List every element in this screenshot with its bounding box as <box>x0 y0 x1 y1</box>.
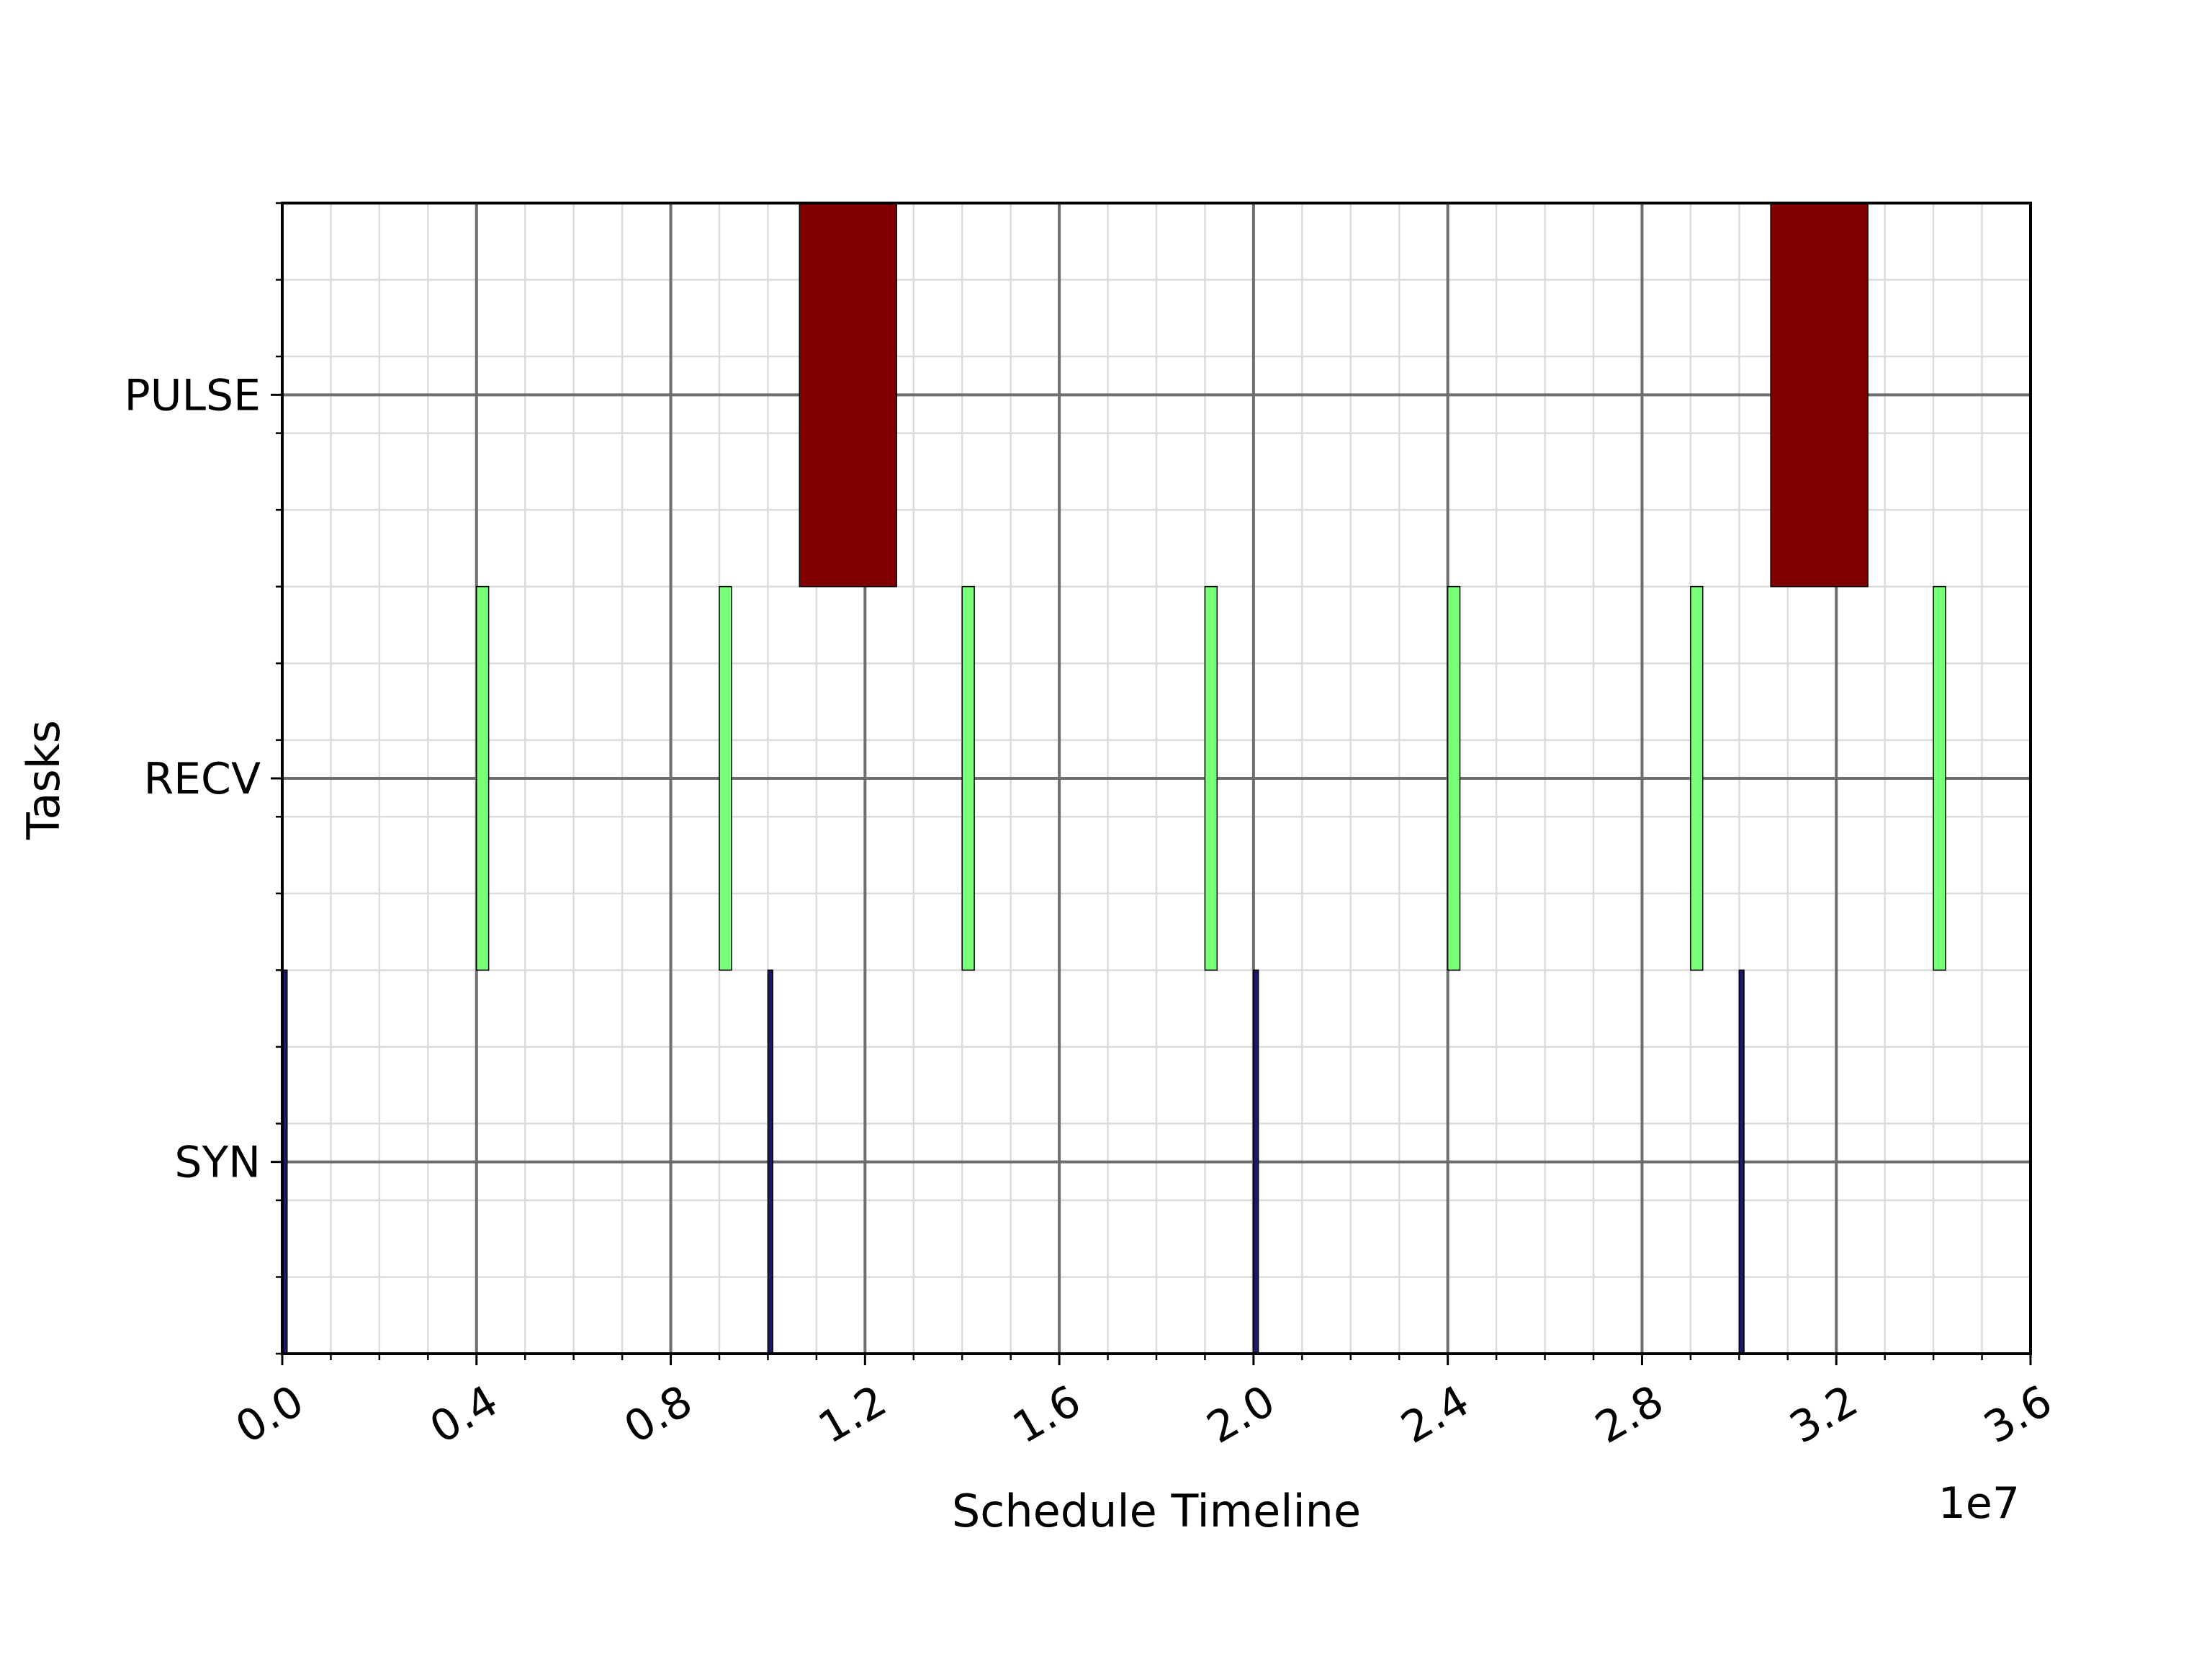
bar-recv <box>1933 585 1946 971</box>
bar-pulse <box>1770 202 1869 588</box>
bar-recv <box>961 585 975 971</box>
y-tick-label: SYN <box>174 1138 261 1188</box>
bar-syn <box>767 969 773 1354</box>
bar-syn <box>1738 969 1745 1354</box>
bar-recv <box>719 585 732 971</box>
axis-ticks <box>271 202 2032 1365</box>
bar-recv <box>1690 585 1704 971</box>
x-axis-label: Schedule Timeline <box>952 1485 1361 1537</box>
y-axis-label: Tasks <box>17 720 70 840</box>
y-tick-label: RECV <box>143 754 261 804</box>
bar-syn <box>1253 969 1259 1354</box>
x-axis-multiplier: 1e7 <box>1938 1478 2020 1529</box>
bar-pulse <box>799 202 897 588</box>
task-bars <box>282 202 1946 1354</box>
bar-recv <box>476 585 490 971</box>
bar-recv <box>1204 585 1218 971</box>
y-tick-label: PULSE <box>124 370 261 421</box>
bar-recv <box>1447 585 1461 971</box>
